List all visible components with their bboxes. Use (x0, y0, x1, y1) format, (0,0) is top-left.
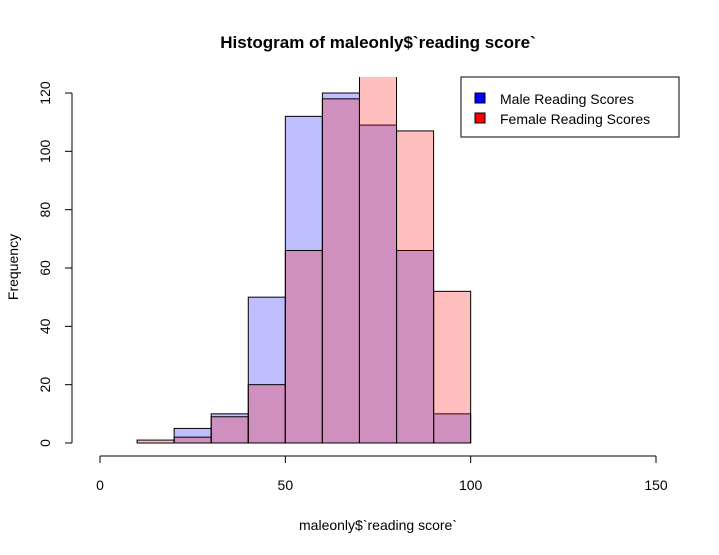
bar-series1-bin3 (247, 384, 286, 444)
x-tick-label: 100 (459, 477, 483, 493)
bar-series1-bin0 (136, 439, 175, 444)
bar-series1-bin8 (433, 290, 472, 444)
x-tick-label: 150 (644, 477, 668, 493)
legend-swatch-female (474, 112, 486, 124)
bar-series1-bin7 (396, 130, 435, 444)
bars-layer (136, 77, 472, 444)
y-tick-label: 80 (37, 202, 53, 218)
x-axis: 0 50 100 150 (96, 455, 668, 493)
legend-label-male: Male Reading Scores (500, 91, 634, 107)
x-tick-label: 0 (96, 477, 104, 493)
chart-title: Histogram of maleonly$`reading score` (220, 33, 536, 52)
bar-series1-bin2 (210, 416, 249, 444)
bar-series1-bin6 (358, 77, 398, 444)
bar-series1-bin1 (173, 436, 212, 444)
legend-swatch-male (474, 92, 486, 104)
y-tick-label: 20 (37, 377, 53, 393)
y-tick-label: 100 (37, 139, 53, 163)
bar-series0-bin4 (284, 115, 323, 444)
y-axis-label: Frequency (5, 234, 21, 300)
y-axis: 0 20 40 60 80 100 120 (37, 81, 73, 447)
x-axis-label: maleonly$`reading score` (299, 517, 457, 533)
legend-box (460, 76, 680, 138)
y-tick-label: 40 (37, 318, 53, 334)
x-tick-label: 50 (278, 477, 294, 493)
bar-series1-bin4 (284, 250, 323, 444)
bar-series0-bin2 (210, 413, 249, 444)
legend-label-female: Female Reading Scores (500, 111, 650, 127)
bar-series1-bin5 (321, 98, 360, 444)
legend: Male Reading Scores Female Reading Score… (460, 76, 680, 138)
y-tick-label: 120 (37, 81, 53, 105)
y-tick-label: 0 (37, 439, 53, 447)
bar-series0-bin3 (247, 296, 286, 444)
y-tick-label: 60 (37, 260, 53, 276)
